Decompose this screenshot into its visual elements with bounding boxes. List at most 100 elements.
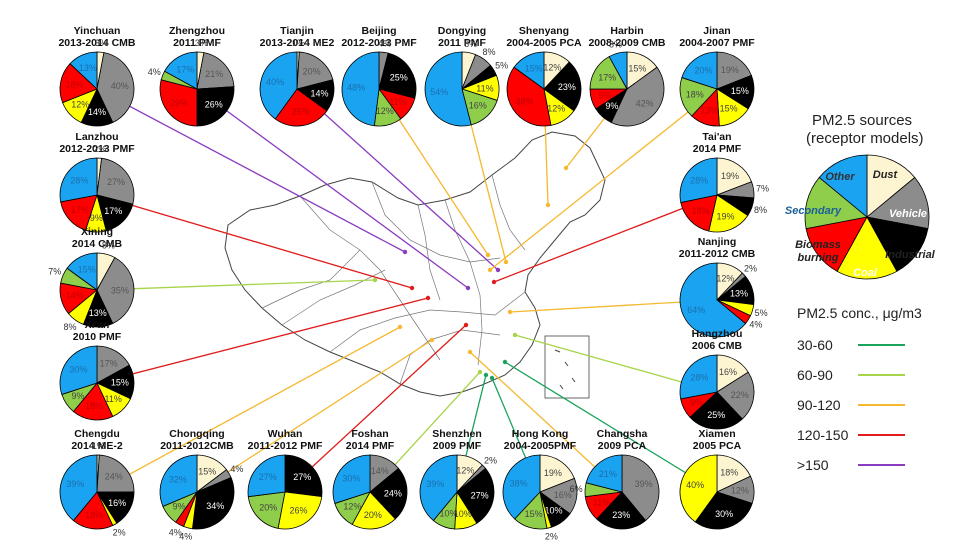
connector-wuhan: [284, 324, 467, 493]
pie-changsha-label-biomass: 6%: [570, 484, 583, 494]
pie-yinchuan-label-vehicle: 14%: [88, 107, 106, 117]
pie-xiamen-slice-industrial: [679, 454, 718, 523]
pie-nanjing-label-vehicle: 13%: [730, 289, 748, 299]
city-marker-tianjin: [495, 267, 501, 273]
legend-sources-title: PM2.5 sources: [812, 112, 912, 129]
pie-xining-label-coal: 14%: [66, 291, 84, 301]
pie-title-period-yinchuan: 2013-2014 CMB: [58, 37, 135, 49]
city-marker-xi-an: [425, 295, 431, 301]
pie-tianjin-label-vehicle: 14%: [311, 88, 329, 98]
pie-yinchuan-label-industrial: 12%: [71, 100, 89, 110]
pie-harbin-label-secondary: 8%: [609, 39, 622, 49]
pie-shenyang-label-secondary: 15%: [525, 64, 543, 74]
connector-zhengzhou: [196, 88, 469, 289]
pie-hong-kong-label-vehicle: 10%: [544, 506, 562, 516]
pie-chengdu-slice-coal: [72, 491, 114, 530]
pie-tai-an-label-industrial: 19%: [717, 211, 735, 221]
city-marker-wuhan: [463, 322, 469, 328]
pie-title-city-xining: Xining: [81, 226, 113, 238]
pie-beijing-label-biomass: 12%: [376, 106, 394, 116]
pie-hangzhou-label-coal: 9%: [690, 397, 703, 407]
pie-changsha-label-dust: 39%: [635, 479, 653, 489]
pie-title-city-dongying: Dongying: [438, 25, 486, 37]
legend-conc-label-120-150: 120-150: [797, 427, 849, 443]
pie-title-city-nanjing: Nanjing: [698, 236, 737, 248]
pie-title-city-yinchuan: Yinchuan: [74, 25, 121, 37]
pie-title-period-zhengzhou: 2011 PMF: [173, 37, 221, 49]
pie-title-period-xiamen: 2005 PCA: [693, 440, 742, 452]
city-marker-dongying: [503, 259, 509, 265]
pie-title-city-chongqing: Chongqing: [169, 428, 224, 440]
legend-conc-ranges: 30-60 60-90 90-120 120-150 >150: [797, 337, 905, 473]
pie-chongqing-label-vehicle: 34%: [206, 501, 224, 511]
pie-beijing-slice-vehicle: [378, 52, 417, 99]
china-map: [224, 131, 606, 399]
pie-title-period-hong-kong: 2004-2005PMF: [504, 440, 577, 452]
pie-wuhan-slice-biomass: [247, 491, 286, 529]
pie-wuhan-label-industrial: 26%: [289, 506, 307, 516]
pie-shenzhen-label-vehicle: 27%: [471, 491, 489, 501]
city-marker-hangzhou: [512, 332, 518, 338]
city-marker-harbin: [563, 165, 569, 171]
pie-beijing-slice-secondary: [341, 51, 380, 127]
pie-title-city-beijing: Beijing: [361, 25, 396, 37]
pie-harbin-label-biomass: 17%: [598, 72, 616, 82]
pie-xi-an-slice-coal: [72, 382, 114, 421]
pie-title-city-shenzhen: Shenzhen: [432, 428, 482, 440]
pie-hangzhou-label-secondary: 28%: [690, 372, 708, 382]
pie-lanzhou-slice-secondary: [59, 157, 98, 203]
legend-conc-title: PM2.5 conc., μg/m3: [797, 305, 922, 321]
pie-xiamen-label-dust: 12%: [731, 486, 749, 496]
legend-sources-subtitle: (receptor models): [806, 130, 924, 147]
pie-tianjin-slice-coal: [274, 88, 328, 127]
pie-chengdu-slice-dust: [96, 454, 135, 493]
pie-tai-an-slice-coal: [680, 194, 718, 232]
pie-changsha-label-secondary: 21%: [599, 469, 617, 479]
pie-lanzhou-label-industrial: 9%: [90, 213, 103, 223]
pie-title-period-shenzhen: 2009 PMF: [433, 440, 482, 452]
pie-title-city-harbin: Harbin: [610, 25, 643, 37]
pie-shenyang-label-other: 12%: [543, 63, 561, 73]
city-marker-lanzhou: [409, 285, 415, 291]
legend-source-pie: Other Dust Vehicle Industrial Coal Biomassbur…: [785, 154, 936, 280]
pie-title-city-tai-an: Tai'an: [702, 131, 731, 143]
pie-hong-kong-label-secondary: 38%: [510, 479, 528, 489]
pie-nanjing-label-other: 12%: [716, 274, 734, 284]
connector-tianjin: [296, 88, 499, 271]
city-marker-nanjing: [507, 309, 513, 315]
legend-conc-label-150: >150: [797, 457, 829, 473]
pie-dongying-label-industrial: 11%: [476, 83, 493, 93]
legend-label-biomass-burning: Biomass: [795, 239, 841, 251]
pie-chengdu-label-industrial: 2%: [113, 527, 126, 537]
legend-pie-slice-industrial: [836, 216, 898, 280]
pie-hong-kong-slice-secondary: [502, 454, 541, 520]
pie-chongqing-label-dust: 4%: [230, 464, 243, 474]
pie-chongqing-label-other: 15%: [198, 466, 216, 476]
pie-xi-an-label-coal: 18%: [85, 401, 103, 411]
pie-harbin-label-coal: 9%: [598, 90, 611, 100]
pie-tai-an-label-other: 19%: [721, 171, 739, 181]
legend-pie-slice-biomass: [804, 176, 868, 230]
pie-xining-label-dust: 35%: [111, 286, 129, 296]
pie-tai-an-slice-other: [716, 157, 753, 196]
pie-title-period-tianjin: 2013-2014 ME2: [260, 37, 335, 49]
pie-jinan-label-industrial: 15%: [720, 104, 738, 114]
pie-xi-an-label-secondary: 30%: [69, 365, 87, 375]
pie-foshan-label-secondary: 30%: [342, 474, 360, 484]
pie-title-period-foshan: 2014 PMF: [346, 440, 395, 452]
pie-harbin-label-vehicle: 9%: [605, 101, 618, 111]
city-marker-chongqing: [429, 337, 435, 343]
city-marker-changsha: [467, 349, 473, 355]
legend-conc-label-60-90: 60-90: [797, 367, 833, 383]
pie-chengdu-label-other: 1%: [92, 441, 105, 451]
pie-chengdu-label-vehicle: 16%: [108, 498, 126, 508]
pie-chongqing-label-biomass: 9%: [173, 501, 186, 511]
inset-islands: [554, 349, 576, 390]
